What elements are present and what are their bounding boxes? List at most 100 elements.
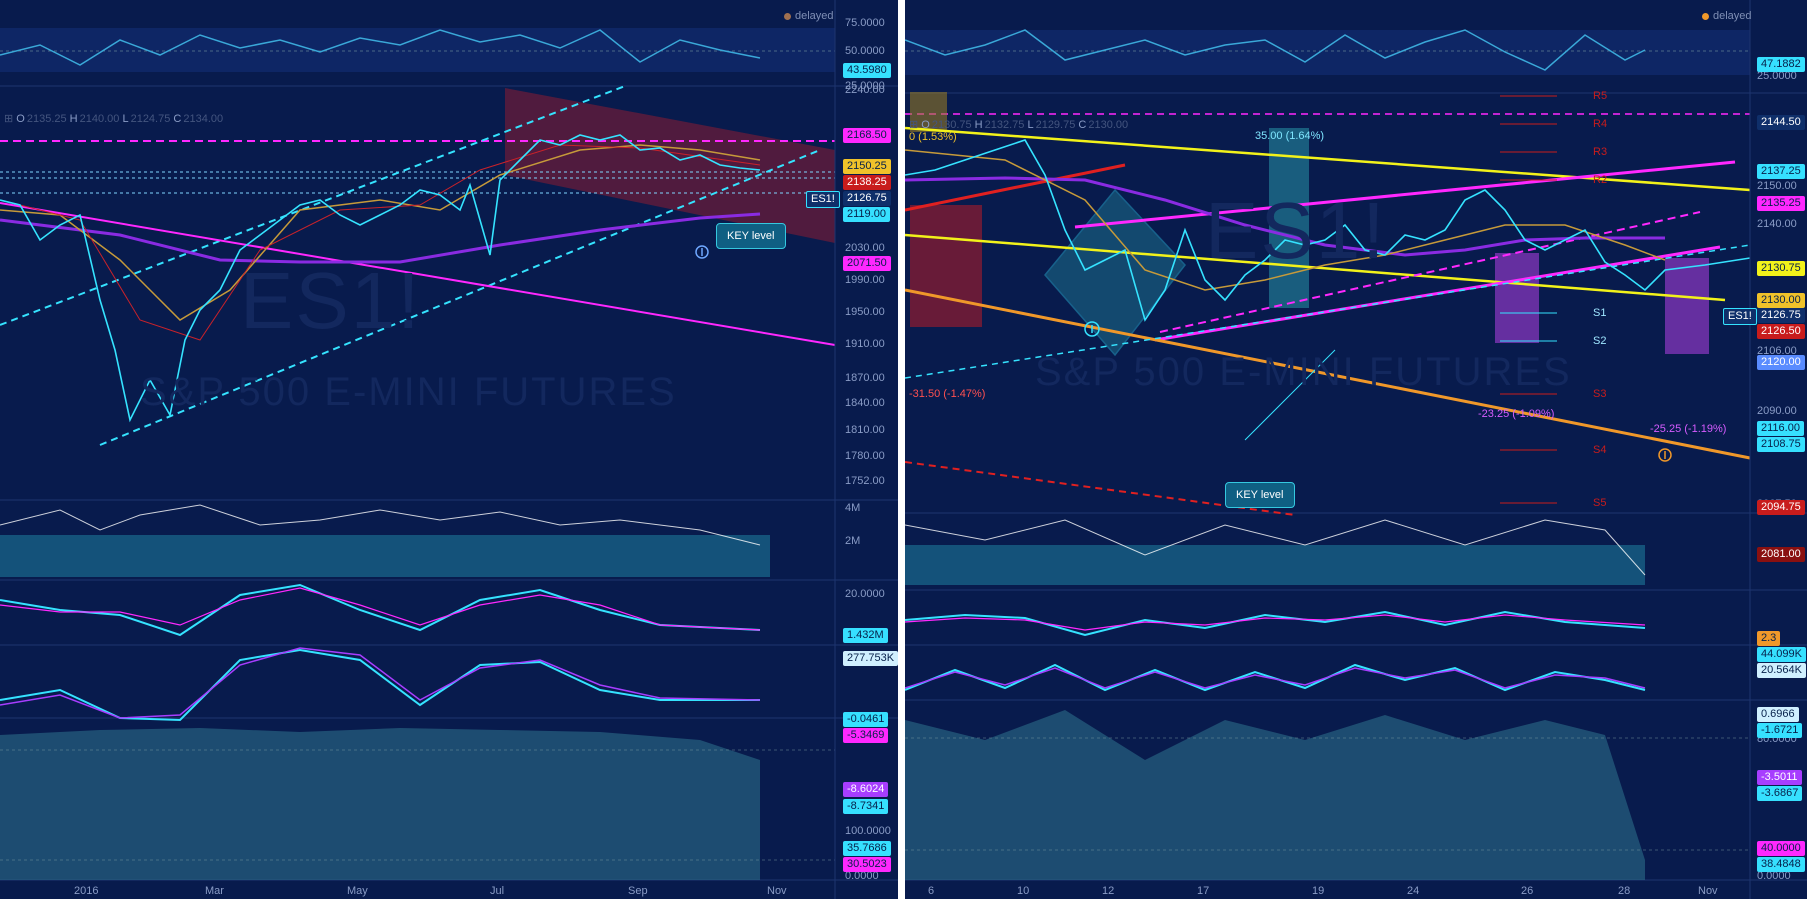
open-value: 2135.25 bbox=[26, 113, 67, 125]
price-axis-label-6: 1870.00 bbox=[845, 372, 885, 384]
arrow-up-icon bbox=[695, 245, 709, 259]
low-label: L bbox=[1027, 119, 1034, 131]
stoch-tag-1: -8.6024 bbox=[843, 782, 889, 797]
level-tag-2126: 2126.75 bbox=[843, 191, 891, 206]
measure-label-up: 35.00 (1.64%) bbox=[1255, 130, 1325, 142]
macd-axis-label-0: 20.0000 bbox=[845, 588, 885, 600]
level-tag-2094: 2094.75 bbox=[1757, 500, 1805, 515]
symbol-tag: ES1! bbox=[1723, 308, 1757, 325]
high-value: 2140.00 bbox=[79, 113, 120, 125]
pivot-label-s3: S3 bbox=[1593, 388, 1607, 400]
high-label: H bbox=[69, 113, 78, 125]
level-tag-2135: 2135.25 bbox=[1757, 196, 1805, 211]
open-value: 2130.75 bbox=[931, 119, 972, 131]
high-value: 2132.75 bbox=[984, 119, 1025, 131]
close-label: C bbox=[173, 113, 182, 125]
close-value: 2130.00 bbox=[1088, 119, 1129, 131]
time-axis-label-2: May bbox=[347, 885, 368, 897]
stoch-tag-2: -8.7341 bbox=[843, 799, 889, 814]
arrow-up-icon bbox=[1658, 448, 1672, 462]
time-axis-label-4: 19 bbox=[1312, 885, 1325, 897]
delayed-dot-icon bbox=[1702, 12, 1709, 20]
delayed-indicator: delayed bbox=[784, 10, 834, 22]
bottom-tag-1: 35.7686 bbox=[843, 841, 891, 856]
time-axis-label-3: 17 bbox=[1197, 885, 1210, 897]
time-axis-label-6: 26 bbox=[1521, 885, 1534, 897]
ohlc-legend[interactable]: ⊞ O 2130.75 H 2132.75 L 2129.75 C 2130.00 bbox=[909, 118, 1128, 131]
volume-axis-label-0: 4M bbox=[845, 502, 861, 514]
level-tag-2120: 2120.00 bbox=[1757, 355, 1805, 370]
watermark-name: S&P 500 E-MINI FUTURES bbox=[1035, 350, 1572, 394]
time-axis-label-1: 10 bbox=[1017, 885, 1030, 897]
legend-toggle-icon[interactable]: ⊞ bbox=[909, 119, 919, 131]
open-label: O bbox=[16, 113, 25, 125]
time-axis-label-0: 6 bbox=[928, 885, 935, 897]
time-axis-label-8: Nov bbox=[1698, 885, 1718, 897]
watermark-symbol: ES1! bbox=[240, 256, 422, 345]
ohlc-legend[interactable]: ⊞ O 2135.25 H 2140.00 L 2124.75 C 2134.00 bbox=[4, 112, 223, 125]
price-axis-label-2: 2030.00 bbox=[845, 242, 885, 254]
level-tag-2130-75: 2130.75 bbox=[1757, 261, 1805, 276]
macd-tag-1: 0.6966 bbox=[1757, 707, 1799, 722]
measure-label-down-2: -23.25 (-1.09%) bbox=[1478, 408, 1555, 420]
level-tag-2116: 2116.00 bbox=[1757, 421, 1804, 436]
volume-tag-0: 2.3 bbox=[1757, 631, 1781, 646]
rsi-value-tag: 47.1882 bbox=[1757, 57, 1805, 72]
time-axis-label-5: Nov bbox=[767, 885, 787, 897]
measure-label-down-1: -31.50 (-1.47%) bbox=[909, 388, 986, 400]
bottom-tag-2: 38.4848 bbox=[1757, 857, 1805, 872]
stoch-tag-2: -3.6867 bbox=[1757, 786, 1803, 801]
legend-toggle-icon[interactable]: ⊞ bbox=[4, 113, 14, 125]
panel-divider[interactable] bbox=[898, 0, 905, 899]
low-value: 2129.75 bbox=[1035, 119, 1076, 131]
upper-channel-line bbox=[0, 85, 626, 326]
pivot-label-r5: R5 bbox=[1593, 90, 1608, 102]
time-axis-label-2: 12 bbox=[1102, 885, 1115, 897]
volume-bars bbox=[0, 535, 770, 577]
price-axis-label-3: 1990.00 bbox=[845, 274, 885, 286]
delayed-label: delayed bbox=[795, 10, 834, 22]
price-axis-label-7: 1840.00 bbox=[845, 397, 885, 409]
level-tag-2138: 2138.25 bbox=[843, 175, 891, 190]
level-tag-2144: 2144.50 bbox=[1757, 115, 1805, 130]
price-axis-label-8: 1810.00 bbox=[845, 424, 885, 436]
red-channel-fill bbox=[505, 88, 835, 243]
pivot-label-s1: S1 bbox=[1593, 307, 1607, 319]
key-level-callout[interactable]: KEY level bbox=[1225, 482, 1295, 508]
watermark-name: S&P 500 E-MINI FUTURES bbox=[140, 370, 677, 414]
level-tag-2130: 2130.00 bbox=[1757, 293, 1805, 308]
arrow-up-icon bbox=[1084, 321, 1100, 337]
delayed-indicator: delayed bbox=[1702, 10, 1752, 22]
low-label: L bbox=[122, 113, 129, 125]
right-chart-canvas[interactable] bbox=[905, 0, 1807, 899]
price-axis-label-0: 2150.00 bbox=[1757, 180, 1797, 192]
measure-label-top: 0 (1.53%) bbox=[909, 131, 957, 143]
measure-label-down-3: -25.25 (-1.19%) bbox=[1650, 423, 1727, 435]
volume-tag-1: 1.432M bbox=[843, 628, 888, 643]
volume-tag-1: 44.099K bbox=[1757, 647, 1806, 662]
time-axis-label-4: Sep bbox=[628, 885, 648, 897]
open-label: O bbox=[921, 119, 930, 131]
level-tag-2126-5: 2126.50 bbox=[1757, 324, 1805, 339]
magenta-trend-line bbox=[0, 202, 836, 346]
price-axis-label-9: 1780.00 bbox=[845, 450, 885, 462]
pivot-label-s4: S4 bbox=[1593, 444, 1607, 456]
price-axis-label-10: 1752.00 bbox=[845, 475, 885, 487]
left-chart-canvas[interactable] bbox=[0, 0, 898, 899]
bottom-axis-label-1: 0.0000 bbox=[1757, 870, 1791, 882]
close-label: C bbox=[1078, 119, 1087, 131]
volume-tag-2: 277.753K bbox=[843, 651, 898, 666]
volume-tag-2: 20.564K bbox=[1757, 663, 1806, 678]
low-value: 2124.75 bbox=[130, 113, 171, 125]
time-axis-label-3: Jul bbox=[490, 885, 505, 897]
high-label: H bbox=[974, 119, 983, 131]
rsi-axis-label-2: 25.0000 bbox=[845, 80, 885, 92]
level-tag-2108: 2108.75 bbox=[1757, 437, 1805, 452]
key-level-callout[interactable]: KEY level bbox=[716, 223, 786, 249]
price-axis-label-5: 1910.00 bbox=[845, 338, 885, 350]
bottom-axis-label-0: 100.0000 bbox=[845, 825, 891, 837]
pivot-label-s5: S5 bbox=[1593, 497, 1607, 509]
